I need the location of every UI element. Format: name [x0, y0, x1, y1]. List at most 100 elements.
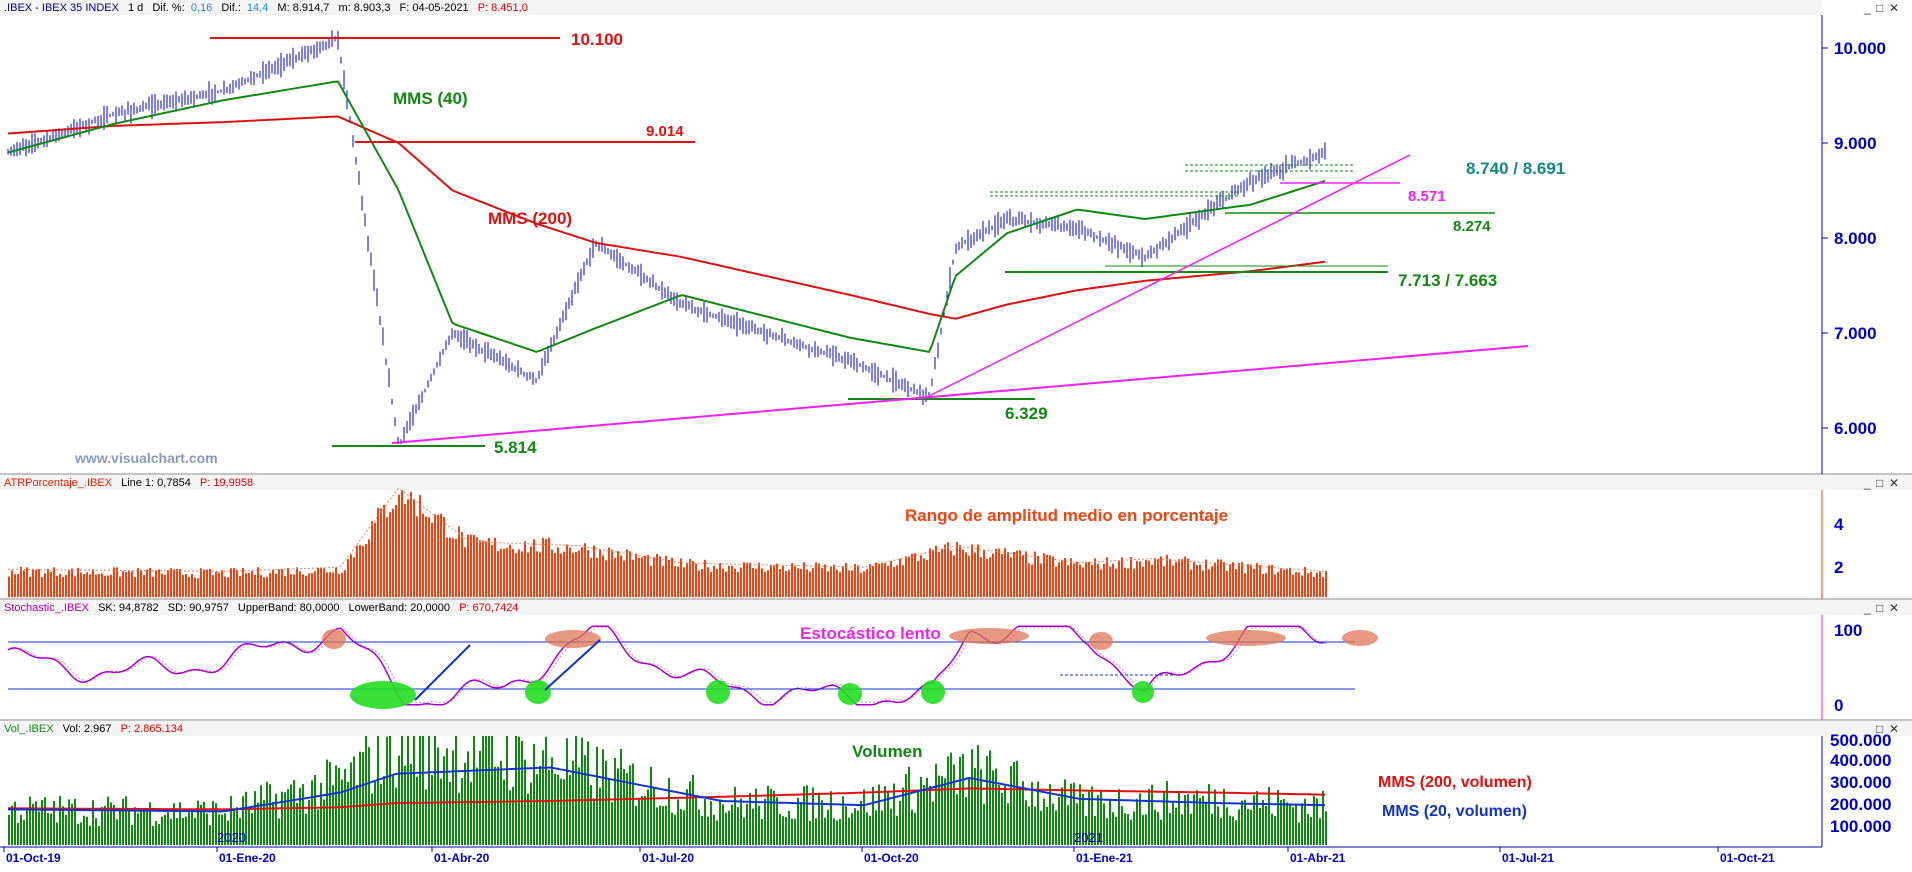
- volume-bar: [638, 798, 640, 845]
- volume-bar: [1106, 818, 1108, 845]
- atr-bar: [1187, 558, 1189, 597]
- main-header: .IBEX - IBEX 35 INDEX 1 d Dif. %: 0,16 D…: [4, 2, 528, 14]
- maximize-icon[interactable]: □: [1876, 476, 1883, 490]
- volume-bar: [518, 736, 520, 845]
- volume-bar: [827, 809, 829, 845]
- close-icon[interactable]: ✕: [1889, 476, 1899, 490]
- atr-bar: [65, 575, 67, 597]
- y-tick-label: 100: [1834, 621, 1862, 640]
- minimize-icon[interactable]: _: [1863, 601, 1871, 615]
- atr-bar: [1253, 568, 1255, 597]
- volume-bar: [1070, 783, 1072, 845]
- atr-bar: [770, 565, 772, 597]
- volume-bar: [611, 802, 613, 845]
- volume-bar: [1298, 822, 1300, 845]
- volume-bar: [116, 819, 118, 845]
- volume-bar: [776, 797, 778, 845]
- volume-bar: [440, 778, 442, 845]
- maximize-icon[interactable]: □: [1876, 601, 1883, 615]
- y-tick-label: 200.000: [1830, 795, 1891, 814]
- close-icon[interactable]: ✕: [1889, 601, 1899, 615]
- atr-bar: [971, 544, 973, 597]
- x-tick-label: 01-Ene-20: [219, 851, 276, 865]
- volume-bar: [740, 798, 742, 845]
- volume-bar: [329, 762, 331, 845]
- atr-bar: [248, 572, 250, 597]
- atr-bar: [1304, 566, 1306, 597]
- atr-bar: [263, 577, 265, 597]
- atr-bar: [1094, 558, 1096, 597]
- volume-bar: [869, 815, 871, 845]
- volume-bar: [467, 751, 469, 845]
- atr-bar: [224, 576, 226, 597]
- atr-bar: [74, 576, 76, 597]
- atr-bar: [602, 555, 604, 597]
- atr-bar: [1109, 566, 1111, 597]
- vol-header-bar: [0, 721, 1912, 736]
- volume-bar: [839, 818, 841, 845]
- volume-bar: [758, 805, 760, 845]
- atr-bar: [434, 514, 436, 597]
- atr-bar: [215, 571, 217, 597]
- label-mms200: MMS (200): [488, 209, 572, 228]
- volume-bar: [263, 799, 265, 845]
- volume-bar: [752, 808, 754, 845]
- volume-bar: [821, 800, 823, 845]
- atr-bar: [230, 568, 232, 597]
- atr-bar: [1181, 559, 1183, 597]
- volume-bar: [662, 806, 664, 845]
- price-y-axis: 10.000 9.000 8.000 7.000 6.000: [1822, 39, 1886, 438]
- close-icon[interactable]: ✕: [1889, 1, 1899, 15]
- atr-bar: [1088, 561, 1090, 597]
- volume-bar: [500, 760, 502, 845]
- stoch-header-bar: [0, 600, 1912, 615]
- atr-bar: [614, 558, 616, 597]
- volume-bar: [743, 817, 745, 845]
- atr-bar: [1070, 558, 1072, 597]
- maximize-icon[interactable]: □: [1876, 722, 1883, 736]
- vol-header: Vol_.IBEX Vol: 2.967 P: 2.865.134: [4, 723, 183, 735]
- close-icon[interactable]: ✕: [1889, 722, 1899, 736]
- window-controls[interactable]: _ □ ✕ _ □ ✕ _ □ ✕ _ □ ✕: [1863, 1, 1899, 736]
- atr-bar: [1262, 574, 1264, 597]
- atr-bar: [779, 568, 781, 597]
- atr-bar: [92, 569, 94, 597]
- volume-bar: [947, 756, 949, 845]
- atr-y-axis: 4 2: [1834, 515, 1844, 577]
- atr-bar: [1115, 568, 1117, 597]
- atr-bar: [656, 553, 658, 597]
- atr-bar: [443, 517, 445, 597]
- volume-bar: [521, 741, 523, 845]
- atr-bar: [983, 550, 985, 597]
- atr-bar: [629, 551, 631, 597]
- atr-bar: [446, 537, 448, 597]
- volume-bar: [122, 798, 124, 845]
- atr-bar: [917, 561, 919, 597]
- maximize-icon[interactable]: □: [1876, 1, 1883, 15]
- volume-bar: [1079, 784, 1081, 845]
- atr-bar: [23, 570, 25, 597]
- atr-bar: [593, 545, 595, 597]
- atr-bar: [620, 555, 622, 597]
- atr-bar: [707, 567, 709, 597]
- atr-bar: [59, 573, 61, 597]
- atr-bar: [251, 570, 253, 597]
- atr-bar: [401, 490, 403, 597]
- volume-bars: [8, 736, 1327, 845]
- volume-bar: [1268, 787, 1270, 845]
- atr-bar: [773, 565, 775, 597]
- atr-bar: [1172, 565, 1174, 597]
- minimize-icon[interactable]: _: [1863, 1, 1871, 15]
- atr-bar: [749, 562, 751, 597]
- x-tick-label: 01-Ene-21: [1076, 851, 1133, 865]
- volume-bar: [863, 789, 865, 845]
- minimize-icon[interactable]: _: [1863, 476, 1871, 490]
- volume-bar: [656, 807, 658, 845]
- atr-bar: [1076, 561, 1078, 597]
- atr-bar: [1223, 562, 1225, 597]
- volume-bar: [788, 810, 790, 845]
- volume-bar: [1235, 820, 1237, 845]
- atr-bar: [728, 565, 730, 597]
- label-9014: 9.014: [646, 123, 684, 140]
- minimize-icon[interactable]: _: [1863, 722, 1871, 736]
